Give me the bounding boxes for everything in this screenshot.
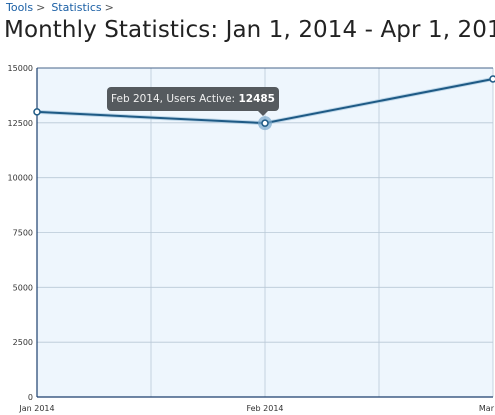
data-point[interactable] xyxy=(261,119,269,127)
breadcrumb: Tools > Statistics > xyxy=(6,1,120,14)
breadcrumb-separator: > xyxy=(36,1,46,14)
page-title: Monthly Statistics: Jan 1, 2014 - Apr 1,… xyxy=(4,17,495,43)
breadcrumb-separator: > xyxy=(104,1,114,14)
tooltip-label: Feb 2014, Users Active: xyxy=(111,93,236,105)
y-tick-label: 15000 xyxy=(8,64,33,73)
data-point[interactable] xyxy=(33,108,41,116)
breadcrumb-item-statistics[interactable]: Statistics xyxy=(51,1,102,14)
tooltip-arrow xyxy=(258,111,268,116)
y-tick-label: 12500 xyxy=(8,119,33,128)
x-tick-label: Jan 2014 xyxy=(18,404,54,413)
y-tick-label: 0 xyxy=(28,393,33,402)
y-tick-label: 2500 xyxy=(13,338,33,347)
y-tick-label: 10000 xyxy=(8,174,33,183)
breadcrumb-item-tools[interactable]: Tools xyxy=(6,1,34,14)
data-point-tooltip: Feb 2014, Users Active: 12485 xyxy=(107,87,279,116)
data-point[interactable] xyxy=(489,75,495,83)
y-tick-label: 7500 xyxy=(13,229,33,238)
tooltip-value: 12485 xyxy=(238,93,275,105)
x-tick-label: Feb 2014 xyxy=(246,404,283,413)
y-tick-label: 5000 xyxy=(13,283,33,292)
x-tick-label: Mar xyxy=(479,404,495,413)
